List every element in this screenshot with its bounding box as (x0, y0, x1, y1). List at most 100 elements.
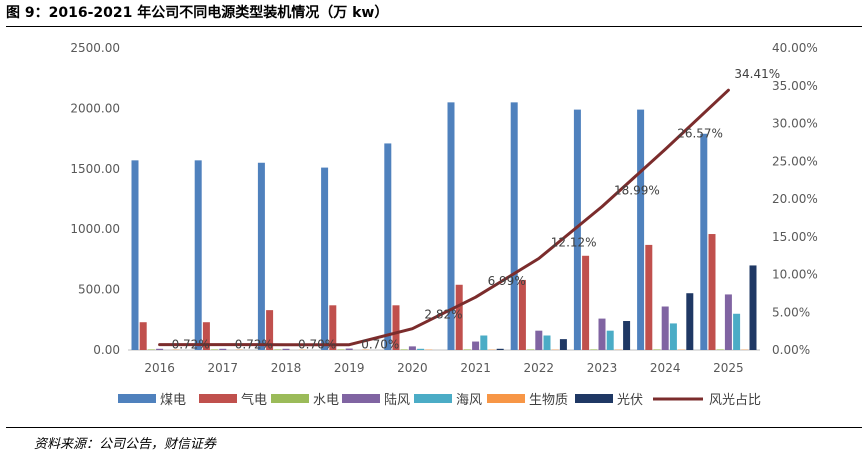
legend: 煤电 气电 水电 陆风 海风 生物质 光伏 风光占比 (118, 392, 761, 408)
bar (139, 322, 147, 350)
legend-swatch (199, 394, 237, 403)
bar (156, 348, 164, 350)
left-tick-label: 0.00 (93, 343, 120, 357)
bar (653, 349, 661, 350)
legend-label: 生物质 (529, 393, 568, 408)
bar (496, 348, 504, 350)
bar (716, 349, 724, 350)
installed-capacity-chart: 0.00 500.00 1000.00 1500.00 2000.00 2500.00 0.… (70, 41, 817, 408)
bar-series (131, 102, 757, 350)
legend-label: 风光占比 (709, 393, 761, 408)
figure-title: 图 9：2016-2021 年公司不同电源类型装机情况（万 kw） (6, 5, 389, 21)
legend-label: 光伏 (617, 393, 643, 408)
bar (543, 335, 551, 350)
left-tick-label: 1500.00 (70, 162, 120, 176)
data-label: 34.41% (734, 67, 780, 81)
legend-swatch (575, 394, 613, 403)
x-tick-label: 2025 (713, 361, 744, 375)
bar (686, 293, 694, 350)
data-label: 18.99% (614, 184, 660, 198)
bar (749, 265, 757, 350)
bar (573, 109, 581, 350)
bar (147, 349, 155, 350)
data-label: 0.70% (298, 338, 336, 352)
bar (518, 279, 526, 350)
x-tick-label: 2019 (334, 361, 365, 375)
bar (637, 109, 645, 350)
bar (510, 102, 518, 350)
x-tick-label: 2016 (144, 361, 175, 375)
legend-swatch (271, 394, 309, 403)
bar (472, 341, 480, 350)
data-label: 12.12% (551, 235, 597, 249)
left-tick-label: 2500.00 (70, 41, 120, 55)
right-tick-label: 5.00% (772, 305, 810, 319)
bar (266, 310, 274, 350)
x-tick-label: 2021 (460, 361, 491, 375)
right-tick-label: 35.00% (772, 79, 818, 93)
data-label: 6.99% (488, 274, 526, 288)
bar (700, 133, 708, 350)
bar (463, 349, 471, 350)
bar (708, 234, 716, 350)
data-label: 0.72% (172, 338, 210, 352)
x-tick-label: 2024 (650, 361, 681, 375)
bar (392, 305, 400, 350)
bar (417, 348, 425, 350)
right-tick-label: 40.00% (772, 41, 818, 55)
x-tick-label: 2022 (524, 361, 555, 375)
bar (321, 167, 329, 350)
bar (202, 322, 210, 350)
bar (606, 330, 614, 350)
bar (527, 349, 535, 350)
right-tick-label: 0.00% (772, 343, 810, 357)
legend-label: 水电 (313, 393, 339, 408)
x-tick-label: 2020 (397, 361, 428, 375)
bar (724, 294, 732, 350)
bar (669, 323, 677, 350)
bar (590, 349, 598, 350)
legend-label: 煤电 (160, 393, 186, 408)
x-tick-label: 2017 (208, 361, 239, 375)
title-rule (6, 26, 862, 27)
bar (219, 348, 227, 350)
bar (257, 162, 265, 350)
bar (282, 348, 290, 350)
bar (535, 330, 543, 350)
data-label: 26.57% (677, 126, 723, 140)
right-tick-label: 30.00% (772, 117, 818, 131)
axes: 0.00 500.00 1000.00 1500.00 2000.00 2500.00 0.… (70, 41, 817, 375)
left-tick-label: 1000.00 (70, 222, 120, 236)
bar (598, 318, 606, 350)
bar (447, 102, 455, 350)
bar (384, 143, 392, 350)
source-rule (6, 427, 862, 428)
legend-swatch (342, 394, 380, 403)
legend-label: 陆风 (384, 392, 410, 408)
right-tick-label: 15.00% (772, 230, 818, 244)
x-tick-label: 2018 (271, 361, 302, 375)
left-tick-label: 2000.00 (70, 101, 120, 115)
legend-swatch (414, 394, 452, 403)
left-tick-label: 500.00 (78, 283, 120, 297)
bar (582, 255, 590, 350)
bar (733, 313, 741, 350)
legend-label: 海风 (456, 393, 482, 408)
bar (345, 348, 353, 350)
bar (559, 339, 567, 350)
bar (194, 160, 202, 350)
right-tick-label: 10.00% (772, 268, 818, 282)
legend-label: 气电 (241, 392, 267, 408)
legend-swatch (487, 394, 525, 403)
bar (329, 305, 337, 350)
bar (337, 349, 345, 350)
bar (623, 321, 631, 350)
right-tick-label: 20.00% (772, 192, 818, 206)
x-tick-label: 2023 (587, 361, 618, 375)
bar (274, 349, 282, 350)
bar (645, 244, 653, 350)
legend-swatch (118, 394, 156, 403)
right-tick-label: 25.00% (772, 154, 818, 168)
bar (661, 306, 669, 350)
bar (480, 335, 488, 350)
